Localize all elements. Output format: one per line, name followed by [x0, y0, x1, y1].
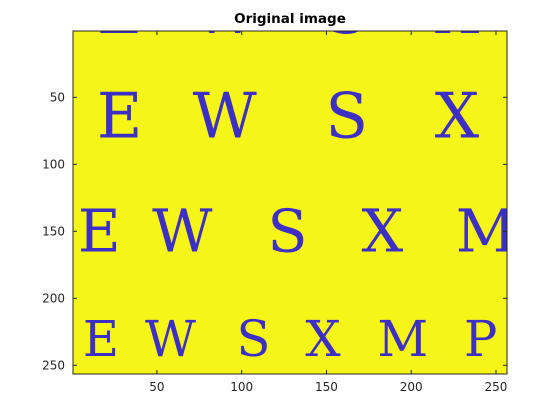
image-letter-x: X [435, 0, 480, 48]
image-letter-x: X [305, 310, 341, 368]
axes-frame [72, 30, 508, 375]
x-tick-label: 50 [149, 380, 164, 394]
y-tick-label: 150 [42, 224, 65, 238]
image-letter-e: E [78, 197, 121, 265]
image-letter-w: W [193, 0, 257, 48]
image-letter-e: E [97, 80, 143, 153]
y-tick-label: 50 [50, 90, 65, 104]
image-letter-w: W [145, 310, 196, 368]
image-letter-w: W [193, 80, 257, 153]
image-letter-s: S [325, 0, 368, 48]
image-letters: E W S XE W S XE W S X ME W S X M P [78, 0, 516, 368]
image-letter-x: X [435, 80, 480, 153]
image-letter-s: S [267, 197, 307, 265]
image-background [73, 31, 507, 374]
image-letter-w: W [152, 197, 213, 265]
image-letter-s: S [237, 310, 271, 368]
y-tick-label: 100 [42, 157, 65, 171]
y-tick-label: 200 [42, 291, 65, 305]
image-letter-e: E [83, 310, 119, 368]
x-tick-label: 250 [485, 380, 508, 394]
image-letter-m: M [377, 310, 428, 368]
x-tick-label: 200 [400, 380, 423, 394]
image-letter-s: S [325, 80, 368, 153]
image-letter-m: M [456, 197, 516, 265]
image-letter-p: P [464, 310, 497, 368]
image-letter-x: X [362, 197, 404, 265]
axis-ticks: 50 100 150 200 250 50 100 150 200 250 [42, 31, 507, 394]
x-tick-label: 100 [230, 380, 253, 394]
y-tick-label: 250 [42, 358, 65, 372]
image-letter-e: E [97, 0, 143, 48]
chart-title: Original image [234, 11, 346, 27]
x-tick-label: 150 [315, 380, 338, 394]
